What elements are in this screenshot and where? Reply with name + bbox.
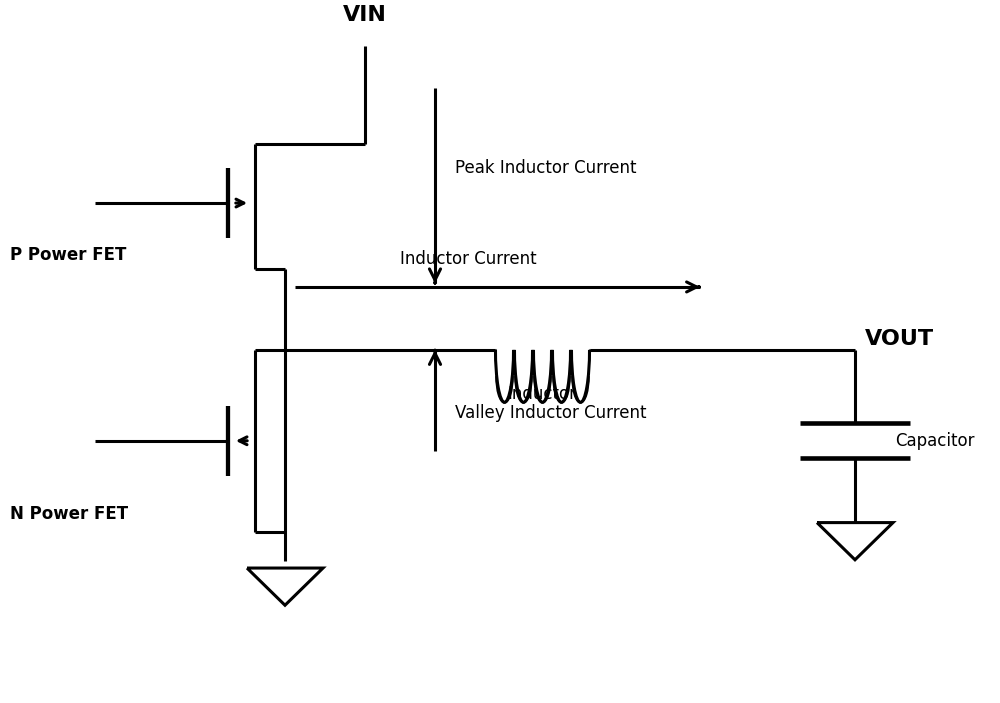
Text: Inductor Current: Inductor Current [400, 250, 537, 268]
Text: VIN: VIN [343, 5, 387, 25]
Text: VOUT: VOUT [865, 330, 934, 349]
Text: Valley Inductor Current: Valley Inductor Current [455, 404, 646, 422]
Text: N Power FET: N Power FET [10, 505, 128, 523]
Text: Peak Inductor Current: Peak Inductor Current [455, 159, 637, 177]
Text: Capacitor: Capacitor [895, 432, 974, 450]
Text: P Power FET: P Power FET [10, 247, 126, 264]
Text: Inductor: Inductor [508, 385, 576, 403]
